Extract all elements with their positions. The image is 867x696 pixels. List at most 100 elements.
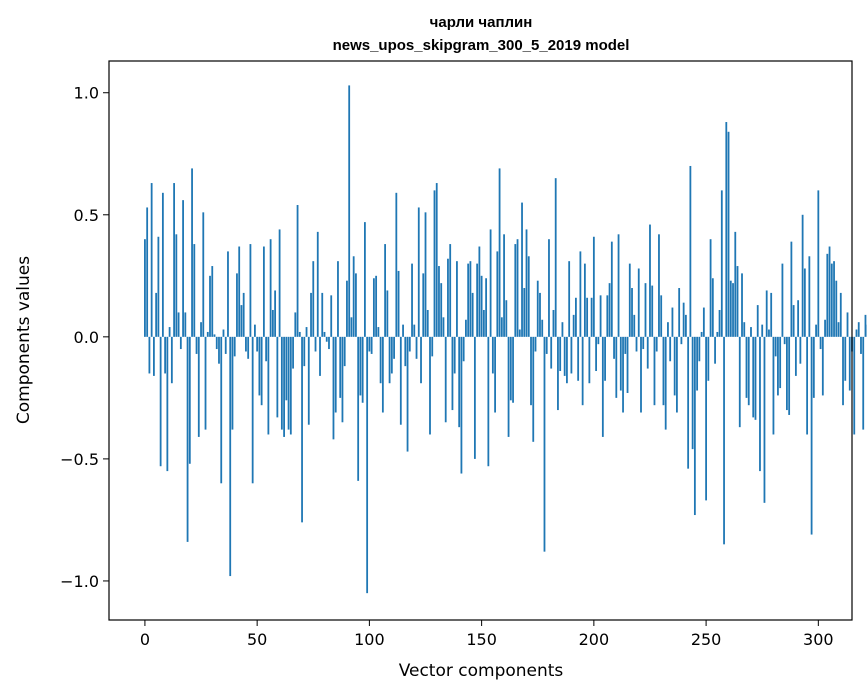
bar-17 (182, 200, 184, 337)
bar-136 (449, 244, 452, 337)
bar-147 (473, 336, 476, 459)
bar-282 (777, 336, 779, 396)
bar-183 (554, 178, 557, 337)
bar-45 (245, 336, 247, 352)
bar-138 (453, 336, 456, 374)
bar-241 (684, 314, 687, 337)
bar-119 (411, 263, 413, 337)
bar-207 (608, 283, 611, 337)
bar-82 (328, 336, 330, 350)
bar-189 (568, 261, 571, 337)
bar-11 (168, 327, 171, 337)
bar-8 (161, 192, 164, 337)
bar-154 (489, 229, 492, 337)
bar-164 (512, 336, 514, 403)
bar-149 (478, 246, 481, 337)
bar-308 (835, 280, 838, 337)
bar-211 (617, 234, 620, 337)
bar-178 (543, 336, 546, 552)
x-axis-label: Vector components (399, 661, 564, 681)
bar-234 (669, 336, 672, 362)
bar-166 (516, 239, 519, 337)
bar-225 (649, 224, 651, 337)
bar-170 (525, 229, 528, 337)
bar-111 (393, 336, 395, 359)
bar-14 (175, 234, 178, 337)
x-tick-label: 200 (579, 630, 610, 649)
bar-155 (491, 336, 494, 374)
bar-162 (507, 336, 510, 437)
bar-77 (316, 231, 319, 337)
plot-frame (108, 60, 853, 621)
bar-293 (801, 214, 804, 337)
bar-186 (561, 322, 564, 337)
bar-306 (830, 263, 833, 337)
bar-5 (155, 292, 158, 337)
bar-268 (745, 336, 748, 398)
bar-123 (420, 336, 422, 384)
x-tick-label: 150 (466, 630, 497, 649)
bar-135 (447, 258, 449, 337)
bar-24 (197, 336, 200, 437)
bar-309 (837, 322, 840, 337)
bar-317 (855, 329, 858, 337)
bar-217 (631, 288, 633, 337)
bar-255 (716, 331, 719, 337)
bar-30 (211, 266, 214, 337)
bar-90 (346, 280, 348, 337)
bar-253 (711, 278, 714, 337)
bar-312 (844, 336, 847, 381)
y-tick-label: 0.0 (74, 328, 99, 347)
bar-26 (202, 212, 205, 337)
bar-73 (307, 336, 310, 425)
bar-91 (348, 85, 351, 337)
bar-303 (824, 319, 826, 337)
bar-23 (195, 336, 198, 354)
bar-89 (343, 336, 346, 367)
bar-276 (763, 336, 766, 503)
bar-79 (321, 292, 324, 337)
bar-257 (720, 190, 723, 337)
bar-176 (539, 292, 541, 337)
x-tick-label: 100 (354, 630, 385, 649)
bar-131 (438, 266, 440, 337)
bar-297 (810, 336, 813, 535)
bar-266 (741, 273, 743, 337)
bar-232 (664, 336, 667, 430)
bar-278 (768, 329, 770, 337)
chart-title: чарли чаплин (430, 14, 533, 31)
bar-252 (709, 239, 712, 337)
bar-177 (541, 319, 544, 337)
bar-86 (337, 261, 339, 337)
bar-4 (153, 336, 155, 376)
bar-126 (426, 309, 429, 337)
bar-247 (698, 336, 701, 362)
bar-113 (397, 270, 400, 337)
bar-289 (792, 305, 795, 337)
bar-140 (458, 336, 461, 428)
bar-165 (514, 244, 517, 337)
bar-145 (469, 261, 472, 337)
bar-98 (364, 222, 366, 337)
bar-20 (188, 336, 191, 464)
bar-258 (723, 336, 725, 545)
bar-320 (862, 336, 865, 430)
bar-256 (718, 309, 721, 337)
bar-240 (682, 302, 685, 337)
bar-114 (399, 336, 402, 425)
bar-194 (579, 251, 582, 337)
bar-160 (503, 234, 505, 337)
bar-239 (680, 336, 683, 345)
bar-319 (860, 336, 862, 354)
bar-285 (783, 336, 786, 345)
bar-220 (637, 268, 640, 337)
bar-261 (729, 280, 732, 337)
bar-184 (557, 336, 559, 411)
bar-299 (815, 324, 817, 337)
bar-84 (332, 336, 335, 440)
bar-175 (536, 280, 539, 337)
bar-235 (671, 307, 674, 337)
bar-271 (752, 336, 755, 418)
bar-35 (222, 329, 225, 337)
